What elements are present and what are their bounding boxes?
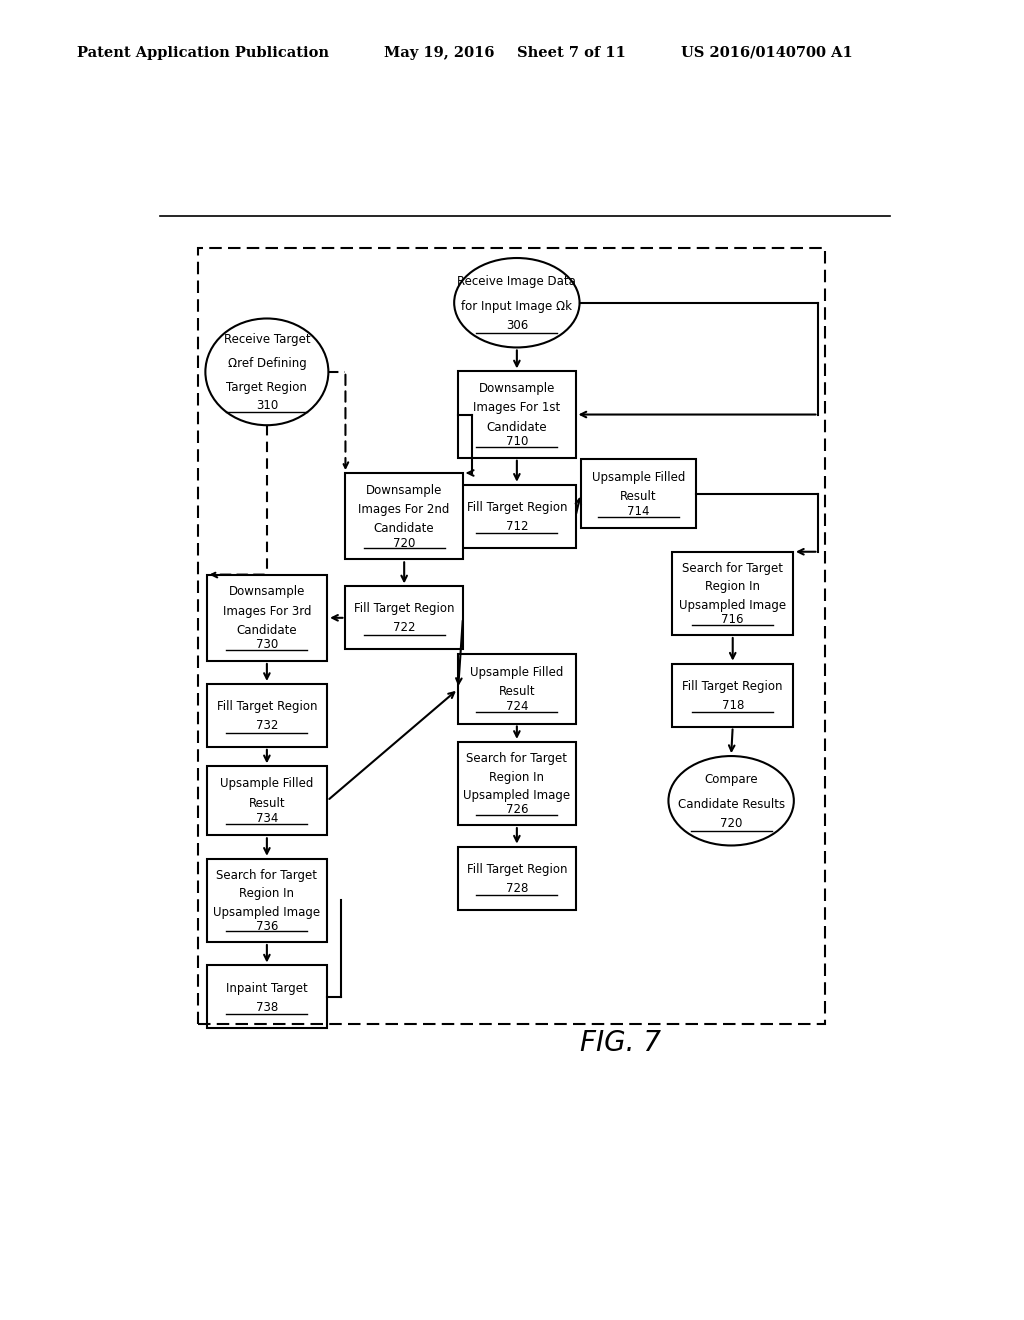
FancyBboxPatch shape: [207, 574, 328, 661]
Text: Inpaint Target: Inpaint Target: [226, 982, 308, 994]
Text: 732: 732: [256, 719, 279, 733]
Text: Region In: Region In: [489, 771, 545, 784]
Text: 730: 730: [256, 638, 278, 651]
Text: Receive Target: Receive Target: [223, 334, 310, 346]
Text: Sheet 7 of 11: Sheet 7 of 11: [517, 46, 626, 59]
Text: Candidate: Candidate: [486, 421, 547, 433]
Text: 728: 728: [506, 882, 528, 895]
Text: Images For 3rd: Images For 3rd: [222, 605, 311, 618]
Text: for Input Image Ωk: for Input Image Ωk: [462, 300, 572, 313]
FancyBboxPatch shape: [345, 473, 463, 560]
Text: 712: 712: [506, 520, 528, 533]
FancyBboxPatch shape: [207, 859, 328, 942]
Text: 738: 738: [256, 1001, 278, 1014]
Text: May 19, 2016: May 19, 2016: [384, 46, 495, 59]
Text: Fill Target Region: Fill Target Region: [217, 700, 317, 713]
Text: Search for Target: Search for Target: [466, 752, 567, 766]
Text: Fill Target Region: Fill Target Region: [467, 863, 567, 875]
Text: 716: 716: [722, 612, 744, 626]
Text: Fill Target Region: Fill Target Region: [682, 680, 783, 693]
Text: Upsample Filled: Upsample Filled: [592, 470, 685, 483]
Text: 724: 724: [506, 700, 528, 713]
Text: 734: 734: [256, 812, 279, 825]
FancyBboxPatch shape: [345, 586, 463, 649]
Text: Result: Result: [620, 490, 656, 503]
FancyBboxPatch shape: [458, 742, 575, 825]
FancyBboxPatch shape: [581, 459, 696, 528]
Text: Candidate: Candidate: [237, 624, 297, 636]
Text: Region In: Region In: [706, 581, 760, 594]
Text: Upsample Filled: Upsample Filled: [470, 665, 563, 678]
FancyBboxPatch shape: [458, 655, 575, 723]
FancyBboxPatch shape: [207, 965, 328, 1028]
Text: Compare: Compare: [705, 772, 758, 785]
Text: 720: 720: [393, 536, 416, 549]
Text: Search for Target: Search for Target: [682, 562, 783, 576]
Text: 718: 718: [722, 698, 743, 711]
Text: Upsample Filled: Upsample Filled: [220, 777, 313, 791]
Text: Images For 2nd: Images For 2nd: [358, 503, 450, 516]
Text: Downsample: Downsample: [366, 483, 442, 496]
Text: 736: 736: [256, 920, 279, 933]
Text: Upsampled Image: Upsampled Image: [463, 789, 570, 803]
Text: Upsampled Image: Upsampled Image: [213, 906, 321, 919]
FancyBboxPatch shape: [458, 484, 575, 548]
Ellipse shape: [206, 318, 329, 425]
Text: Patent Application Publication: Patent Application Publication: [77, 46, 329, 59]
Text: Ωref Defining: Ωref Defining: [227, 356, 306, 370]
Text: Downsample: Downsample: [228, 585, 305, 598]
FancyBboxPatch shape: [207, 684, 328, 747]
Text: Fill Target Region: Fill Target Region: [467, 500, 567, 513]
Text: Search for Target: Search for Target: [216, 869, 317, 882]
Text: Candidate Results: Candidate Results: [678, 799, 784, 810]
Ellipse shape: [669, 756, 794, 846]
FancyBboxPatch shape: [207, 766, 328, 836]
Text: 710: 710: [506, 434, 528, 447]
Text: 310: 310: [256, 399, 278, 412]
Text: Candidate: Candidate: [374, 523, 434, 535]
Text: Images For 1st: Images For 1st: [473, 401, 560, 414]
Text: Upsampled Image: Upsampled Image: [679, 599, 786, 612]
FancyBboxPatch shape: [458, 371, 575, 458]
FancyBboxPatch shape: [673, 552, 793, 635]
FancyBboxPatch shape: [458, 846, 575, 909]
Text: Result: Result: [249, 797, 286, 810]
Text: US 2016/0140700 A1: US 2016/0140700 A1: [681, 46, 853, 59]
Text: 720: 720: [720, 817, 742, 830]
Text: Result: Result: [499, 685, 536, 698]
Text: Region In: Region In: [240, 887, 294, 900]
Text: FIG. 7: FIG. 7: [580, 1028, 660, 1057]
Text: 722: 722: [393, 622, 416, 635]
Text: 726: 726: [506, 803, 528, 816]
FancyBboxPatch shape: [673, 664, 793, 726]
Text: 306: 306: [506, 319, 528, 333]
Text: Downsample: Downsample: [478, 381, 555, 395]
Text: Target Region: Target Region: [226, 380, 307, 393]
Text: Receive Image Data: Receive Image Data: [458, 275, 577, 288]
Ellipse shape: [455, 257, 580, 347]
Text: 714: 714: [627, 506, 649, 517]
Text: Fill Target Region: Fill Target Region: [354, 602, 455, 615]
